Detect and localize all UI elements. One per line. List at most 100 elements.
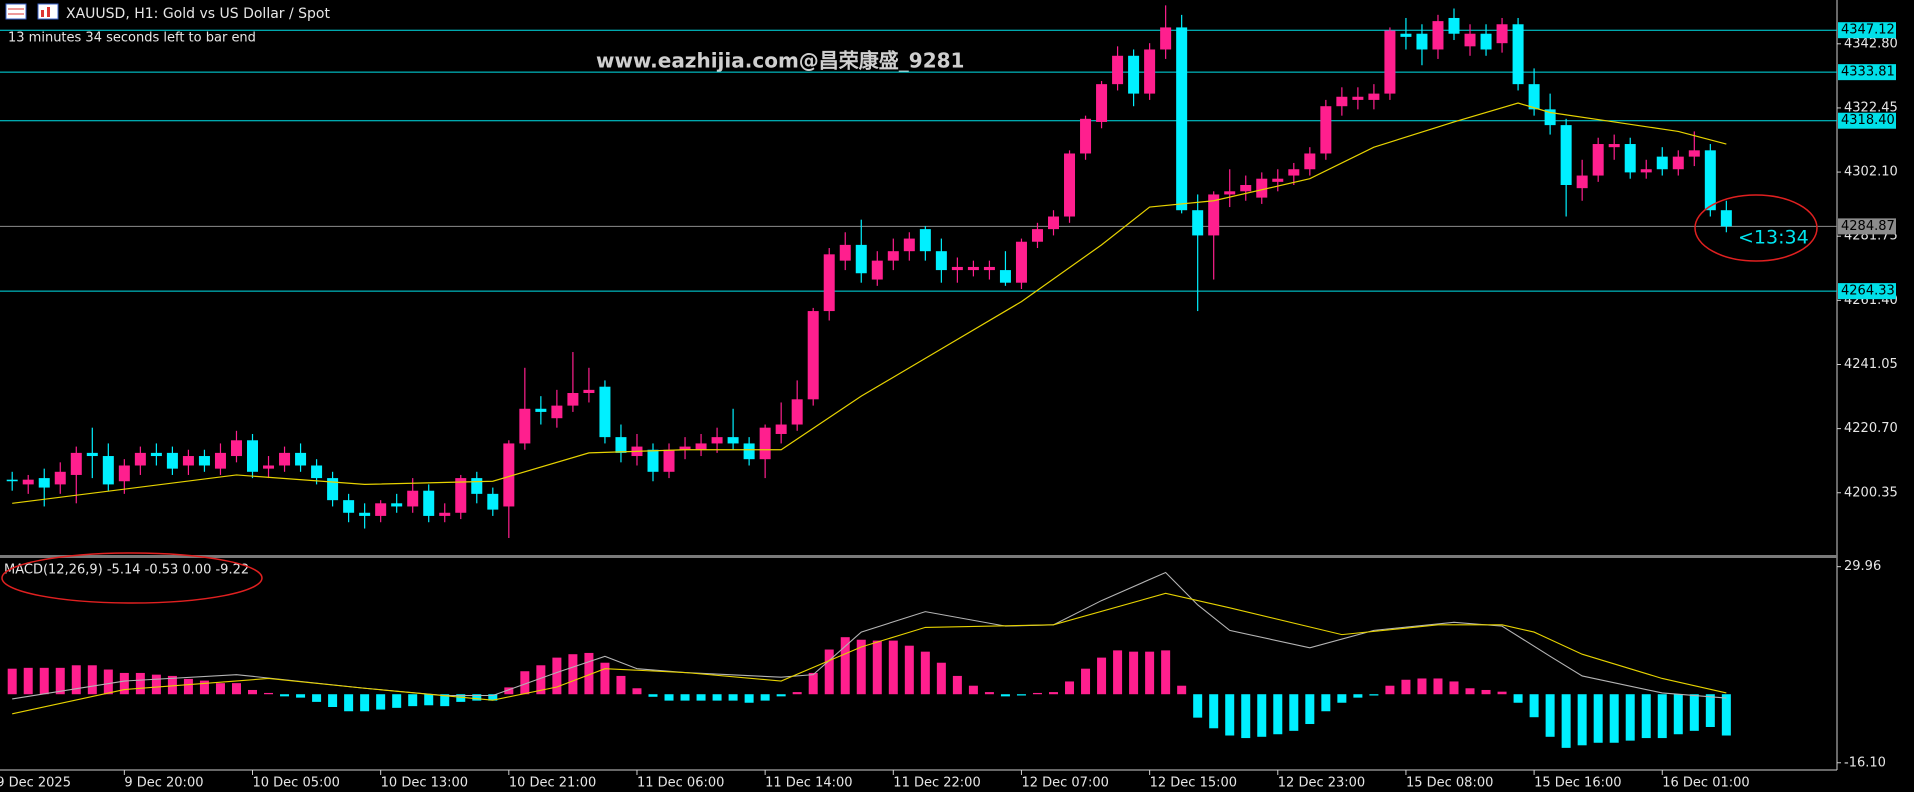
candle-body xyxy=(1640,169,1652,173)
histogram-bar xyxy=(728,694,738,701)
histogram-bar xyxy=(1193,694,1203,718)
candle-body xyxy=(375,503,387,516)
candle-body xyxy=(1400,33,1412,37)
x-tick-label: 9 Dec 2025 xyxy=(0,776,71,791)
histogram-bar xyxy=(792,692,802,695)
candle-body xyxy=(887,251,899,261)
candle-body xyxy=(1688,150,1700,157)
candle-body xyxy=(230,440,242,457)
histogram-bar xyxy=(1369,694,1379,696)
candle-body xyxy=(391,503,403,507)
histogram-bar xyxy=(568,654,578,695)
histogram-bar xyxy=(616,675,626,695)
candle-body xyxy=(1464,33,1476,47)
candle-body xyxy=(983,266,995,271)
histogram-bar xyxy=(1449,681,1459,695)
watermark: www.eazhijia.com@昌荣康盛_9281 xyxy=(596,49,964,73)
x-tick-label: 15 Dec 08:00 xyxy=(1406,776,1493,791)
candle-body xyxy=(615,437,627,453)
candle-body xyxy=(1368,93,1380,100)
candle-body xyxy=(102,456,114,485)
histogram-bar xyxy=(1497,691,1507,695)
histogram-bar xyxy=(952,675,962,695)
histogram-bar xyxy=(520,671,530,695)
chart-subtitle: 13 minutes 34 seconds left to bar end xyxy=(8,31,256,46)
candle-body xyxy=(311,465,323,479)
candle-body xyxy=(1720,210,1732,227)
histogram-bar xyxy=(1337,694,1347,703)
candle-body xyxy=(1496,24,1508,44)
x-tick-label: 10 Dec 05:00 xyxy=(253,776,340,791)
candle-body xyxy=(807,311,819,400)
histogram-bar xyxy=(328,694,338,707)
histogram-bar xyxy=(1609,694,1619,743)
candle-body xyxy=(182,456,194,466)
moving-average xyxy=(12,102,1727,504)
chart-title: XAUUSD, H1: Gold vs US Dollar / Spot xyxy=(66,6,331,22)
candle-body xyxy=(647,449,659,472)
candle-body xyxy=(775,424,787,434)
histogram-bar xyxy=(1177,685,1187,695)
histogram-bar xyxy=(552,657,562,695)
level-label: 4284.87 xyxy=(1841,219,1895,234)
histogram-bar xyxy=(472,694,482,701)
level-label: 4264.33 xyxy=(1841,284,1895,299)
candle-body xyxy=(1544,109,1556,126)
x-tick-label: 10 Dec 13:00 xyxy=(381,776,468,791)
histogram-bar xyxy=(760,694,770,701)
candle-body xyxy=(86,452,98,457)
histogram-bar xyxy=(1721,694,1731,736)
candle-body xyxy=(551,405,563,419)
icon-table xyxy=(5,3,27,20)
candle-body xyxy=(263,465,275,469)
candle-body xyxy=(583,389,595,394)
histogram-bar xyxy=(71,665,81,695)
histogram-bar xyxy=(1481,689,1491,695)
level-label-box xyxy=(1838,218,1896,235)
candle-body xyxy=(1015,241,1027,283)
candle-body xyxy=(519,408,531,444)
candle-body xyxy=(70,452,82,475)
candle-body xyxy=(903,238,915,252)
candle-body xyxy=(951,266,963,271)
histogram-bar xyxy=(712,694,722,701)
candle-body xyxy=(1512,24,1524,85)
candle-body xyxy=(6,479,18,482)
histogram-bar xyxy=(264,692,274,695)
histogram-bar xyxy=(920,651,930,695)
candle-body xyxy=(1144,49,1156,94)
candle-body xyxy=(38,478,50,488)
histogram-bar xyxy=(151,674,161,695)
x-tick-label: 10 Dec 21:00 xyxy=(509,776,596,791)
candle-body xyxy=(1336,96,1348,107)
histogram-bar xyxy=(1513,694,1523,703)
candle-body xyxy=(1031,229,1043,242)
panel-separator xyxy=(0,555,1837,558)
histogram-bar xyxy=(119,672,129,695)
level-label: 4318.40 xyxy=(1841,113,1895,128)
histogram-bar xyxy=(1305,694,1315,725)
candle-body xyxy=(743,443,755,460)
histogram-bar xyxy=(215,683,225,695)
candle-body xyxy=(935,251,947,271)
candle-body xyxy=(1064,153,1076,217)
histogram-bar xyxy=(1705,694,1715,728)
y-tick-label: 4200.35 xyxy=(1844,485,1898,500)
x-tick-label: 9 Dec 20:00 xyxy=(124,776,203,791)
histogram-bar xyxy=(648,694,658,697)
histogram-bar xyxy=(536,665,546,695)
candle-body xyxy=(599,386,611,438)
candle-body xyxy=(1352,96,1364,100)
candle-body xyxy=(1288,169,1300,176)
histogram-bar xyxy=(1545,694,1555,737)
histogram-bar xyxy=(1241,694,1251,739)
candle-body xyxy=(1416,33,1428,50)
candle-body xyxy=(839,244,851,261)
icon-bar xyxy=(41,10,44,17)
x-tick-label: 11 Dec 06:00 xyxy=(637,776,724,791)
histogram-bar xyxy=(1209,694,1219,729)
candle-body xyxy=(871,260,883,280)
candle-body xyxy=(1448,17,1460,34)
